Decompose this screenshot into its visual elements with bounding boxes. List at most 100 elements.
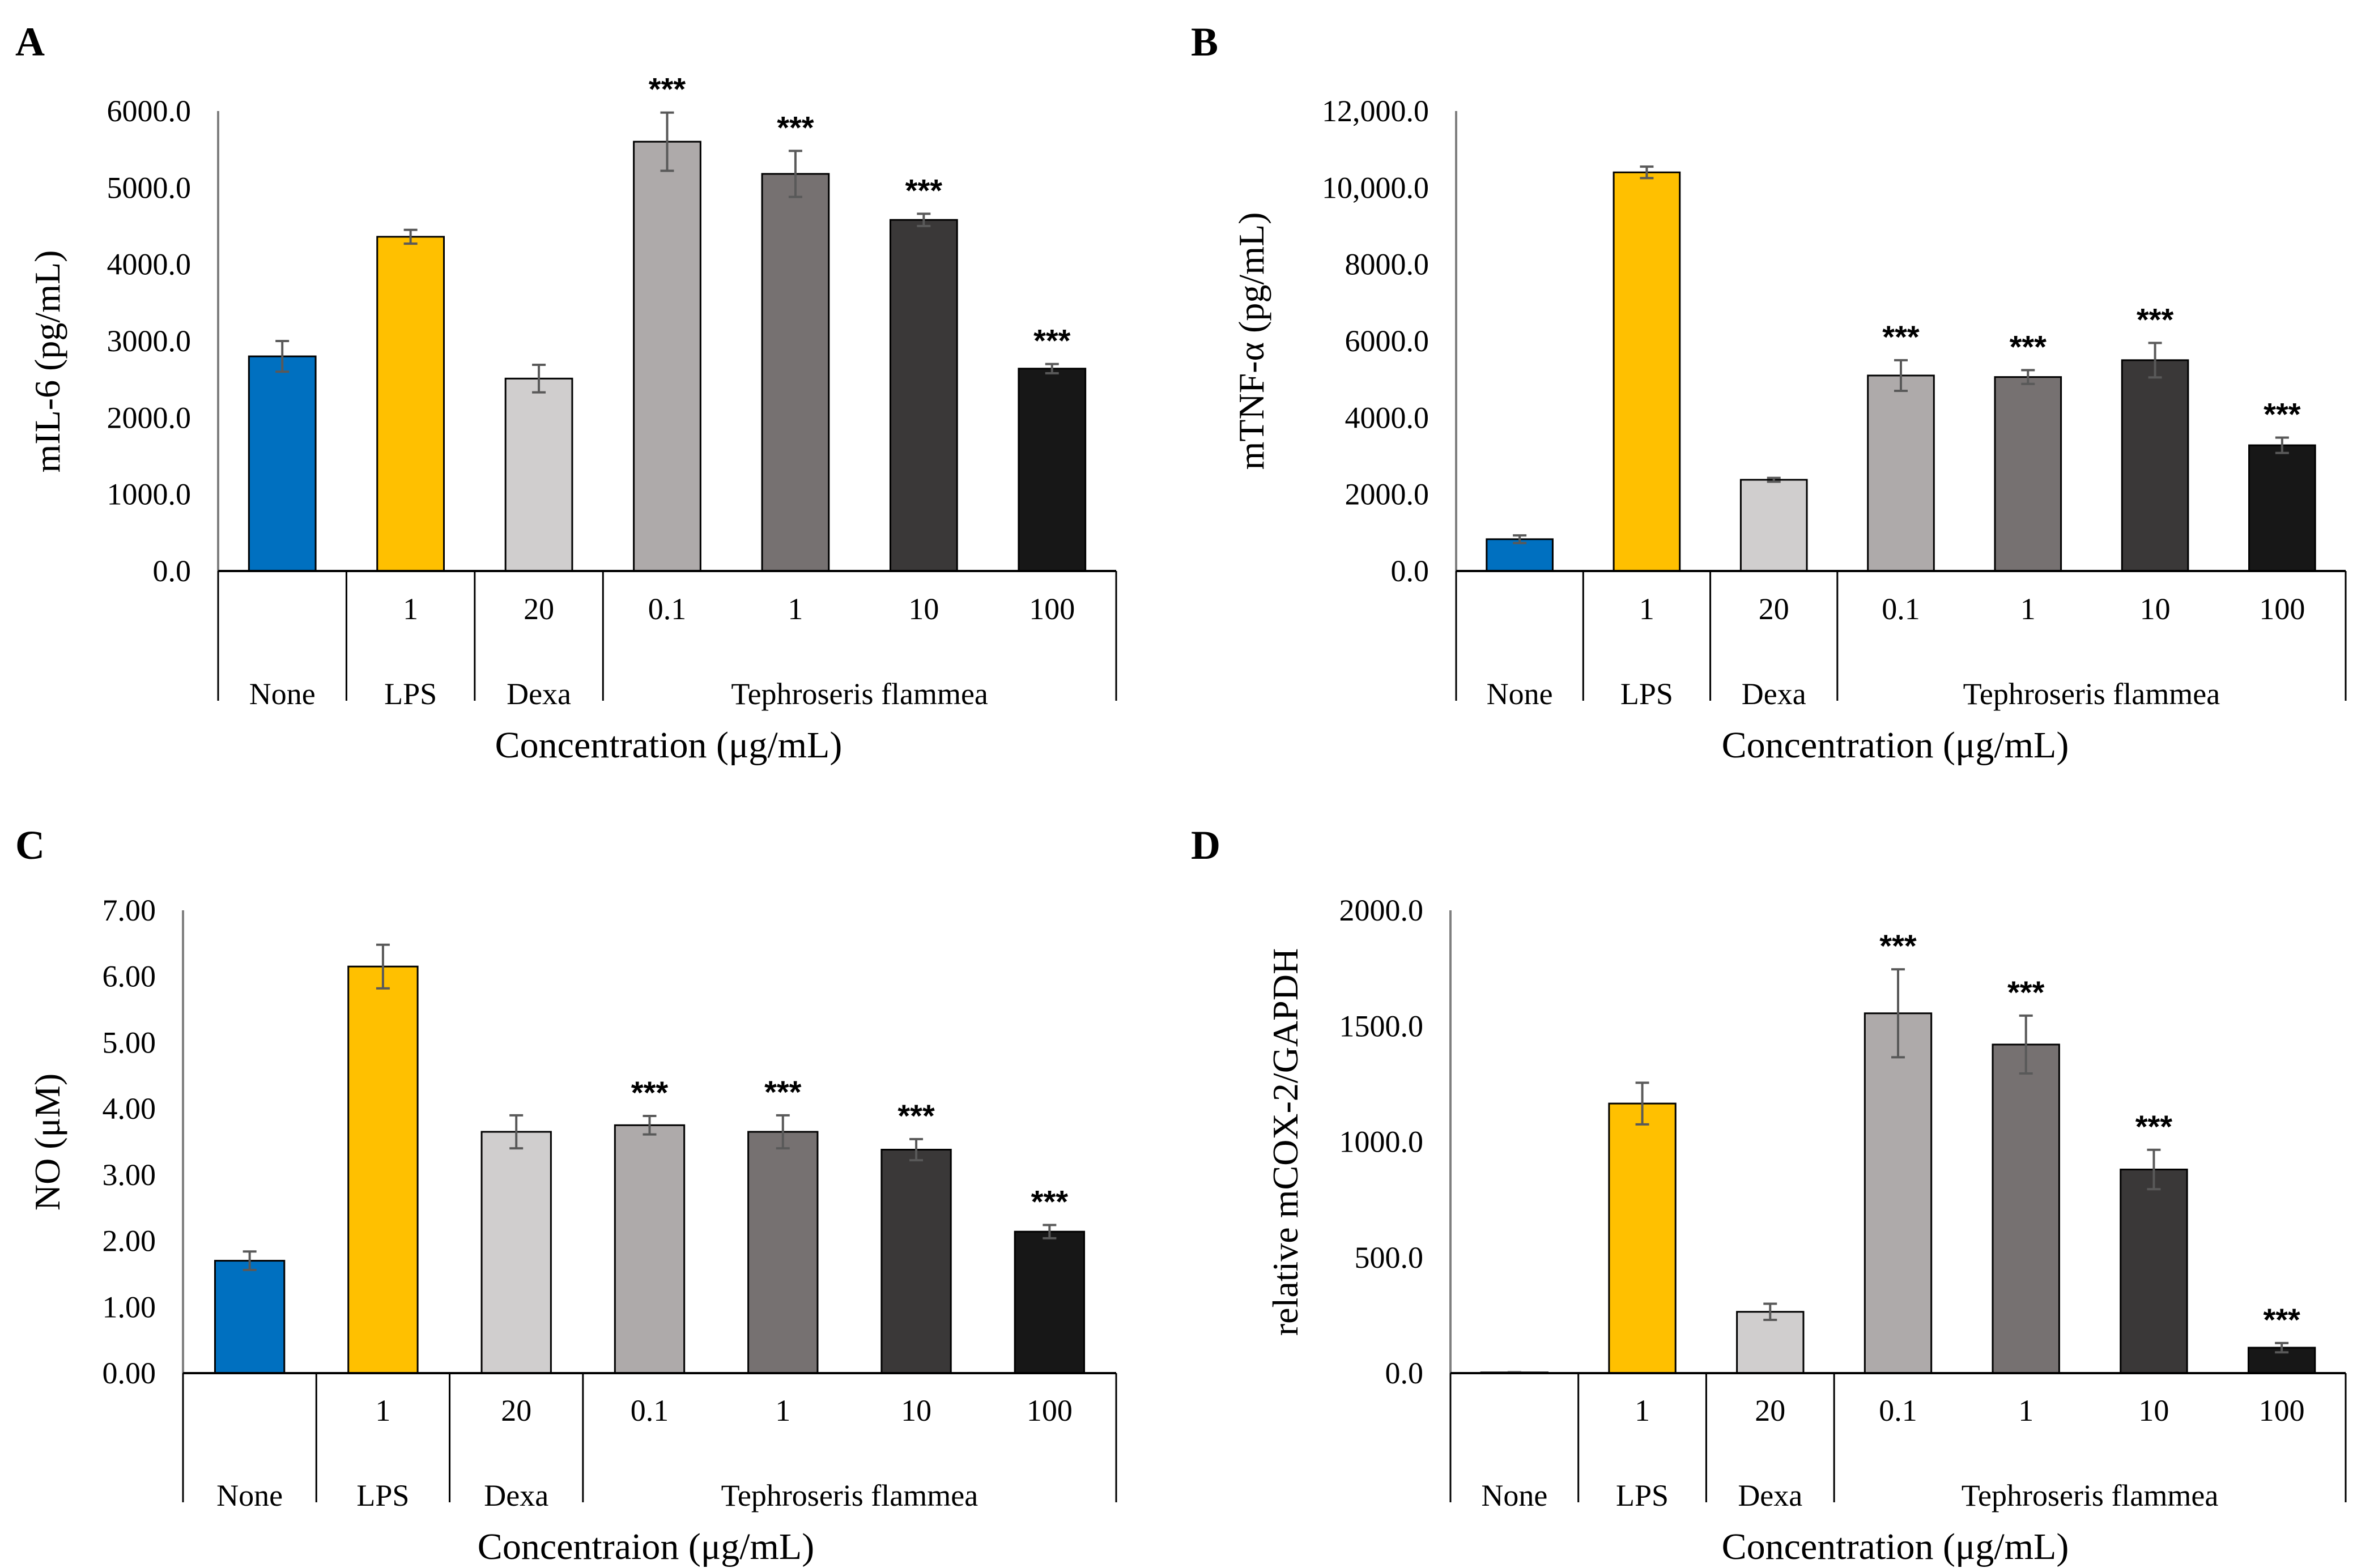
significance-label: ***	[777, 109, 814, 145]
significance-label: ***	[1031, 1184, 1069, 1220]
bar	[1608, 1102, 1677, 1374]
y-tick-label: 1.00	[103, 1290, 156, 1324]
significance-label: ***	[2007, 974, 2045, 1010]
x-tick-label: 0.1	[1882, 592, 1920, 626]
y-tick-label: 10,000.0	[1322, 171, 1429, 204]
panel-label: B	[1191, 19, 1218, 65]
x-group-label: LPS	[1620, 677, 1673, 711]
panel-label: A	[15, 19, 45, 65]
bar	[480, 1131, 552, 1374]
bar	[880, 1149, 952, 1374]
x-axis-title: Concentration (μg/mL)	[495, 725, 843, 766]
y-tick-label: 500.0	[1355, 1241, 1424, 1275]
significance-label: ***	[764, 1074, 802, 1110]
bar	[1867, 374, 1935, 572]
y-tick-label: 5.00	[103, 1025, 156, 1059]
x-tick-label: 100	[2259, 1394, 2305, 1428]
x-group-label: Tephroseris flammea	[721, 1478, 978, 1512]
bar	[1992, 1043, 2060, 1374]
x-tick-label: 20	[501, 1394, 531, 1428]
y-axis-title: NO (μM)	[27, 1073, 67, 1211]
y-tick-label: 3.00	[103, 1158, 156, 1192]
panel-b: B 0.0 2000.0 4000.0 6000.0 8000.0 10,000.0 12,0…	[1191, 19, 2347, 766]
bar	[376, 236, 445, 572]
x-group-label: LPS	[356, 1478, 409, 1512]
x-tick-label: 100	[1029, 592, 1075, 626]
x-tick-label: 1	[775, 1394, 790, 1428]
significance-label: ***	[1033, 323, 1071, 359]
bar	[614, 1124, 686, 1374]
x-tick-label: 20	[1755, 1394, 1785, 1428]
y-tick-label: 4000.0	[107, 248, 192, 282]
x-tick-label: 20	[1759, 592, 1789, 626]
x-group-label: Tephroseris flammea	[1962, 1478, 2219, 1512]
x-tick-label: 1	[403, 592, 418, 626]
bar	[2121, 359, 2189, 572]
bar	[747, 1131, 819, 1374]
y-axis-title: mIL-6 (pg/mL)	[27, 250, 67, 473]
bar	[347, 965, 419, 1374]
x-tick-label: 10	[2140, 592, 2171, 626]
x-group-label: LPS	[1616, 1478, 1669, 1512]
y-axis-title: relative mCOX-2/GAPDH	[1265, 948, 1305, 1336]
y-tick-label: 3000.0	[107, 324, 192, 358]
x-tick-label: 1	[2018, 1394, 2033, 1428]
x-tick-label: 100	[1027, 1394, 1073, 1428]
x-tick-label: 100	[2259, 592, 2305, 626]
x-group-label: None	[216, 1478, 283, 1512]
x-axis-title: Concentration (μg/mL)	[1722, 725, 2069, 766]
bar	[2120, 1169, 2188, 1374]
y-tick-label: 7.00	[103, 893, 156, 927]
y-tick-label: 0.0	[153, 554, 192, 588]
x-group-label: Dexa	[484, 1478, 548, 1512]
x-group-label: Tephroseris flammea	[1963, 677, 2220, 711]
y-tick-label: 12,000.0	[1322, 94, 1429, 128]
y-tick-label: 5000.0	[107, 171, 192, 204]
x-group-label: Dexa	[1738, 1478, 1802, 1512]
x-axis-title: Concentraion (μg/mL)	[478, 1526, 814, 1567]
bar	[1739, 479, 1808, 572]
x-group-label: Dexa	[1742, 677, 1806, 711]
y-tick-label: 2000.0	[1339, 893, 1424, 927]
significance-label: ***	[2137, 301, 2174, 337]
bar	[1018, 368, 1087, 572]
y-tick-label: 2000.0	[1345, 478, 1429, 512]
y-tick-label: 6000.0	[107, 94, 192, 128]
bar	[761, 173, 830, 572]
y-tick-label: 8000.0	[1345, 248, 1429, 282]
x-tick-label: 0.1	[1879, 1394, 1917, 1428]
x-group-label: None	[1481, 1478, 1547, 1512]
y-tick-label: 1000.0	[1339, 1125, 1424, 1159]
x-group-label: Dexa	[507, 677, 571, 711]
x-group-label: LPS	[384, 677, 437, 711]
x-group-label: None	[249, 677, 316, 711]
x-tick-label: 1	[788, 592, 803, 626]
x-tick-label: 20	[524, 592, 554, 626]
panel-a: A 0.0 1000.0 2000.0 3000.0 4000.0 5000.0 6000.0…	[15, 19, 1117, 766]
x-tick-label: 1	[2020, 592, 2036, 626]
significance-label: ***	[631, 1075, 669, 1110]
y-tick-label: 1500.0	[1339, 1009, 1424, 1043]
bar	[1864, 1012, 1933, 1374]
panel-label: C	[15, 823, 45, 868]
bar	[1736, 1311, 1805, 1374]
significance-label: ***	[1879, 928, 1917, 964]
y-tick-label: 4.00	[103, 1092, 156, 1126]
bar	[1613, 171, 1681, 572]
y-tick-label: 0.00	[103, 1356, 156, 1390]
y-tick-label: 1000.0	[107, 478, 192, 512]
x-group-label: Tephroseris flammea	[731, 677, 988, 711]
y-tick-label: 2000.0	[107, 400, 192, 434]
y-tick-label: 6000.0	[1345, 324, 1429, 358]
y-tick-label: 6.00	[103, 960, 156, 994]
bar	[248, 355, 317, 572]
x-tick-label: 10	[2138, 1394, 2169, 1428]
bar	[1486, 538, 1554, 572]
bar	[1994, 376, 2062, 572]
significance-label: ***	[905, 172, 943, 208]
significance-label: ***	[2010, 329, 2047, 364]
significance-label: ***	[897, 1098, 935, 1134]
bar	[504, 377, 573, 572]
y-tick-label: 0.0	[1391, 554, 1429, 588]
